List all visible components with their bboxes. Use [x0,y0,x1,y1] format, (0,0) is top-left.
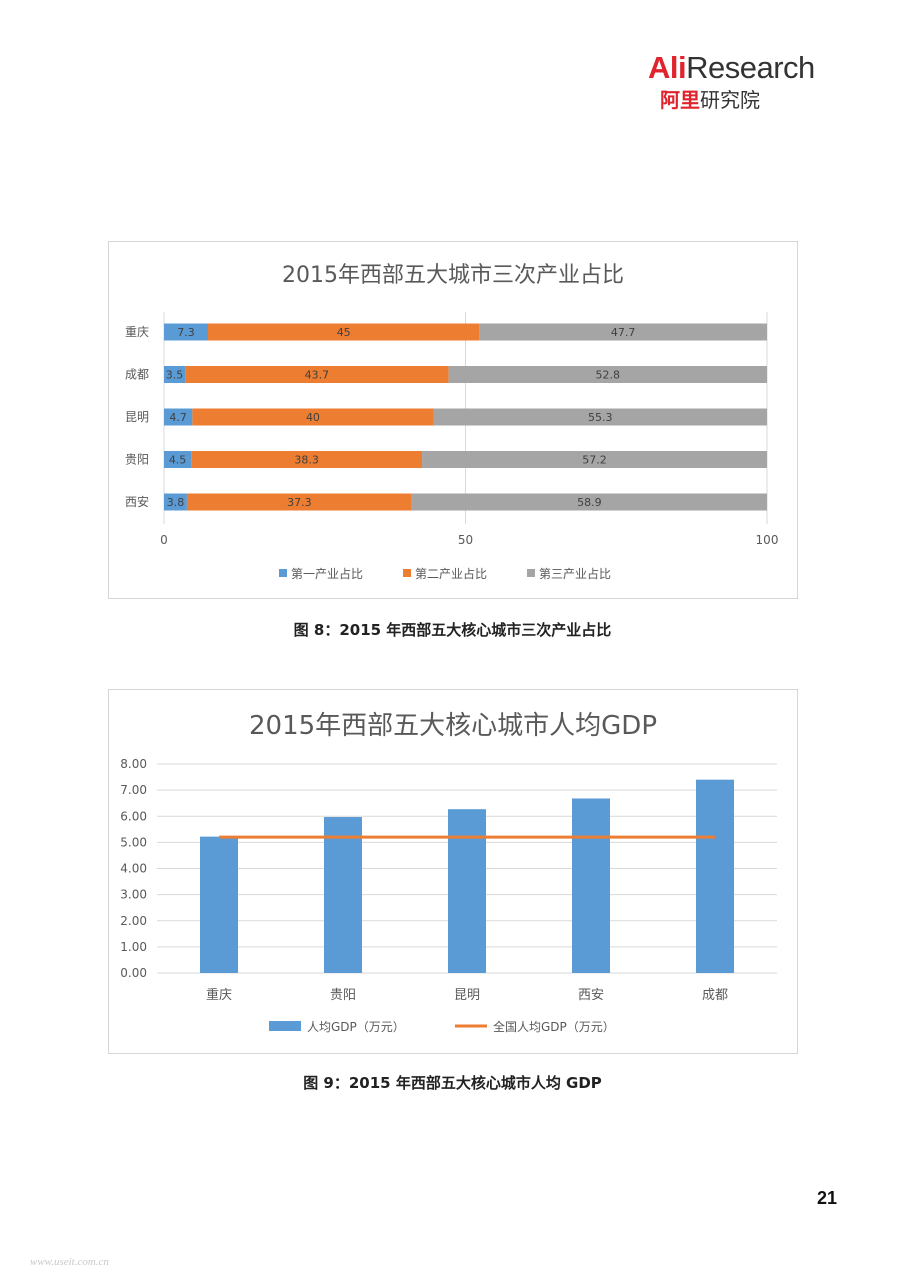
y-tick-label: 0.00 [120,966,147,980]
gdp-bar [696,779,734,973]
industry-share-svg: 2015年西部五大城市三次产业占比 0 50 100 重庆 7.3 45 47.7 成都 3.5 4… [125,263,779,581]
bar-segment [164,366,186,383]
category-label: 重庆 [125,325,149,339]
chart-title: 2015年西部五大核心城市人均GDP [249,711,657,741]
gdp-bar [324,817,362,973]
bar-segment [192,408,434,426]
y-tick-label: 8.00 [120,757,147,771]
category-label: 西安 [125,494,149,509]
legend-label: 第二产业占比 [415,566,487,581]
bar-segment [164,493,187,511]
category-label: 昆明 [454,988,480,1003]
data-label: 38.3 [294,454,319,467]
category-label: 昆明 [125,410,149,424]
data-label: 40 [306,411,320,424]
gdp-bar [572,798,610,973]
y-tick-label: 6.00 [120,809,147,823]
bar-segment [164,323,209,341]
bar-segment [422,451,767,468]
data-label: 3.5 [166,369,184,382]
y-tick-label: 4.00 [120,862,147,876]
bar-segment [479,323,767,341]
bar-segment [185,366,449,383]
y-tick-label: 5.00 [120,835,147,849]
data-label: 52.8 [596,369,621,382]
data-label: 37.3 [287,496,312,509]
y-tick-label: 3.00 [120,888,147,902]
gdp-per-capita-svg: 2015年西部五大核心城市人均GDP 0.00 1.00 2.00 3.00 4.00 5.… [120,711,777,1034]
data-label: 43.7 [305,369,330,382]
legend-swatch [527,569,535,577]
data-label: 4.7 [169,411,187,424]
gdp-per-capita-chart: 2015年西部五大核心城市人均GDP 0.00 1.00 2.00 3.00 4.00 5.… [108,689,798,1054]
legend-label: 第一产业占比 [291,566,363,581]
data-label: 55.3 [588,411,613,424]
data-label: 47.7 [611,326,636,339]
industry-share-chart: 2015年西部五大城市三次产业占比 0 50 100 重庆 7.3 45 47.7 成都 3.5 4… [108,241,798,599]
category-label: 贵阳 [125,453,149,467]
x-tick-label: 0 [160,533,168,547]
category-label: 西安 [578,988,604,1003]
bar-segment [448,366,767,383]
legend-label: 全国人均GDP（万元） [493,1019,615,1034]
bar-segment [164,451,192,468]
data-label: 4.5 [169,454,187,467]
figure-9-caption: 图 9：2015 年西部五大核心城市人均 GDP [303,1074,602,1092]
category-label: 成都 [702,988,728,1003]
y-tick-label: 7.00 [120,783,147,797]
y-tick-label: 2.00 [120,914,147,928]
chart-title: 2015年西部五大城市三次产业占比 [282,263,624,288]
watermark: www.useit.com.cn [30,1256,109,1268]
bar-segment [186,493,412,511]
figure-8-caption: 图 8：2015 年西部五大核心城市三次产业占比 [293,621,612,639]
gdp-bar [200,836,238,973]
legend-label: 人均GDP（万元） [307,1020,405,1034]
logo-english: AliResearch [648,50,815,85]
category-label: 成都 [125,368,149,382]
bar-segment [433,408,767,426]
logo-chinese: 阿里研究院 [660,88,760,112]
bar-segment [191,451,423,468]
data-label: 45 [337,326,351,339]
bar-segment [208,323,480,341]
page-number: 21 [816,1188,837,1208]
y-tick-label: 1.00 [120,940,147,954]
data-label: 7.3 [177,326,195,339]
legend-swatch [279,569,287,577]
legend-swatch [269,1021,301,1031]
data-label: 57.2 [582,454,607,467]
gdp-bar [448,809,486,973]
category-label: 重庆 [206,987,232,1003]
legend-label: 第三产业占比 [539,566,611,581]
x-tick-label: 50 [458,533,473,547]
bar-segment [411,493,767,511]
category-label: 贵阳 [330,988,356,1003]
bar-segment [164,408,193,426]
legend-swatch [403,569,411,577]
x-tick-label: 100 [756,533,779,547]
aliresearch-logo: AliResearch 阿里研究院 [640,50,850,112]
data-label: 58.9 [577,496,602,509]
data-label: 3.8 [167,496,185,509]
